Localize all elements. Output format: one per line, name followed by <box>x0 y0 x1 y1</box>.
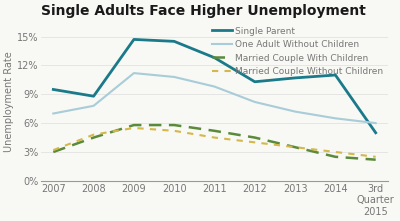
Single Parent <box>293 77 298 79</box>
Single Parent <box>172 40 177 43</box>
Legend: Single Parent, One Adult Without Children, Married Couple With Children, Married: Single Parent, One Adult Without Childre… <box>208 23 387 80</box>
Line: One Adult Without Children: One Adult Without Children <box>53 73 376 123</box>
Text: Single Adults Face Higher Unemployment: Single Adults Face Higher Unemployment <box>41 4 366 18</box>
Single Parent <box>132 38 136 41</box>
One Adult Without Children <box>333 117 338 120</box>
One Adult Without Children <box>252 101 257 103</box>
Married Couple Without Children <box>51 149 56 151</box>
One Adult Without Children <box>373 122 378 124</box>
Married Couple With Children <box>132 124 136 126</box>
Single Parent <box>212 56 217 59</box>
Line: Married Couple Without Children: Married Couple Without Children <box>53 128 376 157</box>
Married Couple With Children <box>373 158 378 161</box>
Single Parent <box>252 80 257 83</box>
Y-axis label: Unemployment Rate: Unemployment Rate <box>4 51 14 152</box>
Married Couple Without Children <box>212 136 217 139</box>
One Adult Without Children <box>172 76 177 78</box>
One Adult Without Children <box>293 110 298 113</box>
Single Parent <box>91 95 96 97</box>
Married Couple Without Children <box>91 133 96 136</box>
Single Parent <box>333 74 338 76</box>
Line: Single Parent: Single Parent <box>53 39 376 133</box>
Married Couple With Children <box>333 156 338 158</box>
Single Parent <box>373 131 378 134</box>
One Adult Without Children <box>212 85 217 88</box>
Married Couple With Children <box>51 151 56 153</box>
Married Couple Without Children <box>293 146 298 149</box>
Married Couple Without Children <box>252 141 257 144</box>
Married Couple With Children <box>172 124 177 126</box>
One Adult Without Children <box>132 72 136 74</box>
One Adult Without Children <box>51 112 56 115</box>
Married Couple Without Children <box>132 127 136 129</box>
Married Couple Without Children <box>172 130 177 132</box>
One Adult Without Children <box>91 105 96 107</box>
Married Couple With Children <box>293 146 298 149</box>
Married Couple With Children <box>91 136 96 139</box>
Married Couple With Children <box>252 136 257 139</box>
Single Parent <box>51 88 56 91</box>
Married Couple Without Children <box>373 156 378 158</box>
Line: Married Couple With Children: Married Couple With Children <box>53 125 376 160</box>
Married Couple With Children <box>212 130 217 132</box>
Married Couple Without Children <box>333 151 338 153</box>
